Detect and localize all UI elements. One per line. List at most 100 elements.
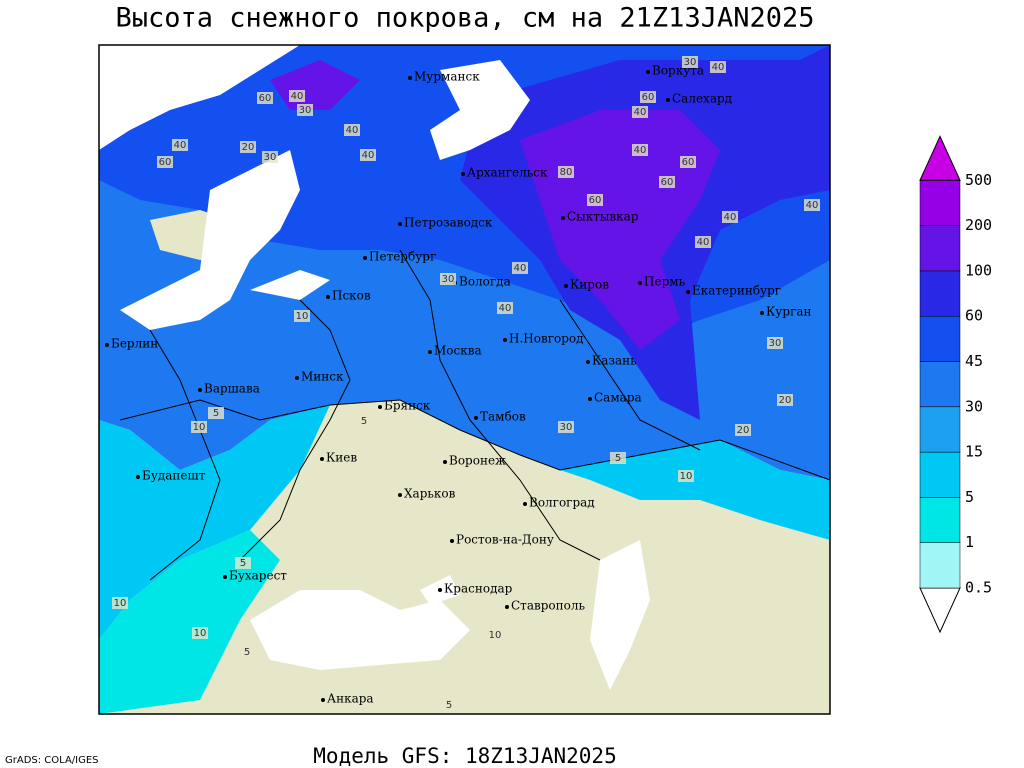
contour-label: 5 xyxy=(213,408,219,419)
contour-label: 10 xyxy=(489,630,502,641)
contour-label: 40 xyxy=(174,140,187,151)
model-caption: Модель GFS: 18Z13JAN2025 xyxy=(313,744,616,768)
contour-label: 40 xyxy=(634,107,647,118)
contour-label-box xyxy=(767,337,783,349)
contour-label: 40 xyxy=(712,62,725,73)
city-dot xyxy=(320,457,324,461)
legend-swatch xyxy=(919,542,961,589)
contour-label: 60 xyxy=(642,92,655,103)
contour-label-box xyxy=(239,646,255,658)
contour-label-box xyxy=(172,139,188,151)
contour-label: 30 xyxy=(264,152,277,163)
contour-label: 30 xyxy=(684,57,697,68)
legend-swatch xyxy=(919,406,961,453)
city-label: Краснодар xyxy=(444,582,513,596)
contour-label-box xyxy=(722,211,738,223)
city-label: Тамбов xyxy=(480,410,526,424)
contour-label: 40 xyxy=(514,263,527,274)
city-label: Курган xyxy=(766,305,811,319)
city-dot xyxy=(378,405,382,409)
legend-swatch xyxy=(919,225,961,272)
contour-label-box xyxy=(440,273,456,285)
city-dot xyxy=(666,98,670,102)
legend-swatch xyxy=(919,315,961,362)
legend-swatch xyxy=(919,180,961,226)
contour-label-box xyxy=(558,421,574,433)
city-label: Киров xyxy=(570,278,609,292)
credit: GrADS: COLA/IGES xyxy=(5,755,99,766)
contour-label-box xyxy=(289,90,305,102)
city-label: Воронеж xyxy=(449,454,506,468)
city-dot xyxy=(363,256,367,260)
contour-label: 40 xyxy=(291,91,304,102)
contour-label-box xyxy=(487,629,503,641)
contour-label-box xyxy=(157,156,173,168)
legend-tick-label: 15 xyxy=(965,443,983,461)
city-label: Киев xyxy=(326,451,357,465)
city-label: Казань xyxy=(592,354,637,368)
contour-label-box xyxy=(208,407,224,419)
contour-label-box xyxy=(587,194,603,206)
legend-tick-label: 500 xyxy=(965,171,992,189)
city-label: Харьков xyxy=(404,487,456,501)
contour-label: 5 xyxy=(240,558,246,569)
city-dot xyxy=(438,588,442,592)
contour-label: 40 xyxy=(697,237,710,248)
contour-label: 30 xyxy=(442,274,455,285)
city-label: Ростов-на-Дону xyxy=(456,533,554,547)
city-dot xyxy=(686,290,690,294)
contour-label-box xyxy=(497,302,513,314)
city-dot xyxy=(398,493,402,497)
contour-label-box xyxy=(678,470,694,482)
legend-tick-label: 45 xyxy=(965,352,983,370)
contour-label-box xyxy=(257,92,273,104)
contour-label-box xyxy=(262,151,278,163)
city-label: Варшава xyxy=(204,382,260,396)
contour-label-box xyxy=(344,124,360,136)
city-dot xyxy=(326,295,330,299)
city-dot xyxy=(503,338,507,342)
contour-label: 10 xyxy=(193,422,206,433)
city-dot xyxy=(646,70,650,74)
contour-label: 60 xyxy=(661,177,674,188)
contour-label: 40 xyxy=(362,150,375,161)
contour-label: 20 xyxy=(242,142,255,153)
city-label: Будапешт xyxy=(142,469,206,483)
contour-label-box xyxy=(240,141,256,153)
contour-label: 80 xyxy=(560,167,573,178)
city-label: Екатеринбург xyxy=(692,284,781,298)
contour-label-box xyxy=(112,597,128,609)
city-label: Петрозаводск xyxy=(404,216,493,230)
city-dot xyxy=(408,76,412,80)
city-dot xyxy=(586,360,590,364)
contour-label: 30 xyxy=(299,105,312,116)
city-label: Минск xyxy=(301,370,344,384)
title: Высота снежного покрова, см на 21Z13JAN2… xyxy=(116,3,815,34)
city-dot xyxy=(638,281,642,285)
city-dot xyxy=(450,539,454,543)
contour-label: 30 xyxy=(769,338,782,349)
contour-label: 60 xyxy=(259,93,272,104)
contour-label-box xyxy=(804,199,820,211)
city-label: Пермь xyxy=(644,275,686,289)
map: Мурманск ВоркутаСалехардАрхангельскПетроз… xyxy=(98,44,831,715)
contour-label: 5 xyxy=(244,647,250,658)
legend-tick-label: 0.5 xyxy=(965,579,992,597)
contour-label: 60 xyxy=(682,157,695,168)
city-dot xyxy=(461,172,465,176)
contour-label: 10 xyxy=(680,471,693,482)
city-label: Сыктывкар xyxy=(567,210,639,224)
city-label: Псков xyxy=(332,289,371,303)
city-label: Бухарест xyxy=(229,569,287,583)
city-label: Брянск xyxy=(384,399,431,413)
contour-label-box xyxy=(235,557,251,569)
city-dot xyxy=(223,575,227,579)
city-label: Н.Новгород xyxy=(509,332,584,346)
legend-tick-label: 60 xyxy=(965,307,983,325)
contour-label-box xyxy=(297,104,313,116)
contour-label: 40 xyxy=(806,200,819,211)
contour-label: 40 xyxy=(346,125,359,136)
city-dot xyxy=(295,376,299,380)
